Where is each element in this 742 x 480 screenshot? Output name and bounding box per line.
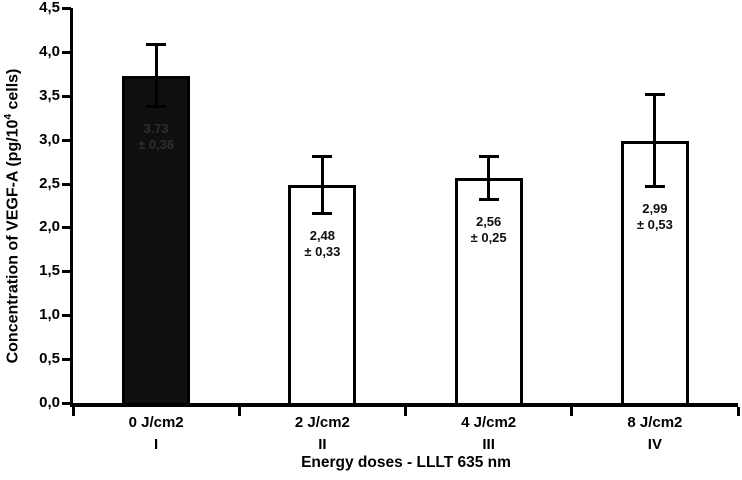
y-axis-tick-label: 2,5 (39, 174, 60, 192)
y-axis-tick (62, 50, 71, 54)
bar-value-label: 2,56 ± 0,25 (441, 214, 537, 246)
y-axis-tick-label: 1,5 (39, 262, 60, 280)
error-bar-cap-top (478, 155, 499, 159)
x-category-label: 4 J/cm2 (461, 414, 517, 431)
x-axis-title: Energy doses - LLLT 635 nm (301, 454, 511, 471)
x-category-label: 2 J/cm2 (294, 414, 350, 431)
x-axis-tick (404, 407, 407, 416)
x-axis-tick (736, 407, 740, 416)
x-category-label: 8 J/cm2 (627, 414, 683, 431)
x-axis-tick (237, 407, 241, 416)
y-axis-title-superscript: 4 (3, 113, 14, 120)
y-axis-tick (62, 402, 71, 405)
error-bar-line (320, 156, 324, 215)
x-category-numeral: II (318, 436, 327, 453)
y-axis-tick-label: 2,0 (39, 218, 60, 236)
y-axis-tick-label: 4,5 (39, 0, 60, 16)
error-bar-line (487, 156, 491, 201)
error-bar-cap-bottom (644, 185, 665, 189)
y-axis-tick-label: 3,0 (39, 130, 60, 148)
y-axis-tick (62, 182, 71, 186)
bar-value-mean: 2,99 (642, 201, 668, 217)
bar-value-error: ± 0,36 (138, 137, 175, 153)
y-axis-tick-label: 1,0 (39, 306, 60, 324)
bar-value-error: ± 0,53 (636, 217, 673, 233)
error-bar-cap-bottom (146, 105, 167, 109)
x-axis-line (70, 403, 738, 407)
bar-value-mean: 3.73 (143, 121, 169, 137)
y-axis-line (70, 8, 73, 407)
x-category-numeral: I (154, 436, 159, 453)
bar (454, 178, 523, 406)
error-bar-line (653, 94, 657, 188)
error-bar-cap-top (644, 93, 665, 97)
y-axis-tick (62, 138, 71, 142)
x-axis-tick (71, 407, 75, 416)
bar-value-mean: 2,48 (309, 228, 336, 244)
y-axis-tick (62, 270, 71, 274)
bar-value-label: 2,48 ± 0,33 (274, 228, 370, 260)
bar-value-error: ± 0,25 (470, 230, 507, 246)
error-bar-cap-bottom (312, 212, 333, 216)
bar-value-error: ± 0,33 (304, 244, 341, 260)
bar (122, 75, 191, 406)
y-axis-tick (62, 7, 71, 10)
y-axis-tick-label: 0,0 (39, 394, 60, 411)
bar-value-label: 3.73 ± 0,36 (108, 121, 204, 153)
bar-value-mean: 2,56 (475, 214, 502, 230)
error-bar-cap-top (312, 155, 333, 159)
error-bar-line (154, 43, 158, 108)
x-category-label: 0 J/cm2 (128, 414, 184, 431)
y-axis-tick-label: 3,5 (39, 86, 60, 104)
error-bar-cap-bottom (478, 198, 499, 202)
y-axis-tick (62, 358, 71, 362)
bar-value-label: 2,99 ± 0,53 (607, 201, 703, 233)
error-bar-cap-top (146, 42, 167, 46)
y-axis-tick (62, 314, 71, 318)
x-category-numeral: IV (647, 436, 662, 453)
bar (288, 185, 357, 406)
y-axis-tick-label: 0,5 (39, 350, 60, 368)
y-axis-title-prefix: Concentration of VEGF-A (pg/10 (4, 119, 22, 364)
x-category-numeral: III (482, 436, 495, 453)
x-axis-tick (570, 407, 574, 416)
y-axis-tick (62, 94, 71, 98)
y-axis-tick-label: 4,0 (39, 42, 60, 60)
y-axis-tick (62, 226, 71, 230)
